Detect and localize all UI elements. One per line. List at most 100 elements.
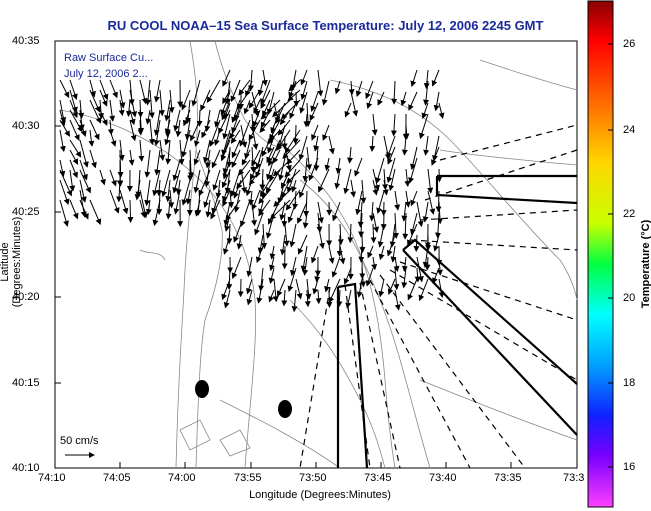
current-vector [240,168,248,194]
current-vector [59,199,69,227]
xtick-label: 74:10 [38,472,66,484]
current-vector [290,69,297,91]
current-vector [137,119,144,136]
current-vector [343,267,352,285]
ytick-label: 40:20 [12,291,40,303]
current-vector [328,245,335,264]
xtick-label: 73:55 [234,472,262,484]
current-vector [416,201,424,228]
colorbar-tick-label: 26 [623,38,636,50]
colorbar-tick-label: 16 [623,461,636,473]
current-vector [99,79,109,101]
current-vector [222,113,231,140]
current-vector [89,79,96,98]
current-vector [69,99,78,119]
current-vector [431,69,440,87]
current-vector [295,278,303,300]
current-vector [300,80,308,101]
current-vector [255,146,264,170]
current-vector [251,91,260,118]
current-vector [258,267,265,292]
current-vector [152,169,161,197]
current-vector [228,190,235,209]
current-vector [69,119,80,141]
current-vector [240,124,248,148]
current-vector [98,99,105,120]
current-vector [279,201,286,221]
current-vector [230,79,241,103]
current-vector [260,89,271,109]
current-vector [427,168,434,194]
current-vector [404,190,411,208]
current-vector [394,190,401,211]
current-vector [204,149,211,169]
current-vector [314,267,321,283]
current-vector [438,102,445,119]
current-vector [360,267,367,288]
xtick-label: 73:35 [494,472,522,484]
current-vector [317,201,324,224]
current-vector [224,168,231,194]
current-vector [278,157,286,181]
current-vector [164,129,171,146]
current-vector [109,189,120,214]
current-vector [79,179,87,203]
current-vector [371,113,378,136]
ytick-label: 40:30 [12,120,40,132]
current-vector [269,199,291,220]
current-vector [153,79,161,103]
current-vector [178,139,185,166]
current-vector [386,157,396,184]
current-vector [259,119,271,133]
xtick-label: 73:50 [299,472,327,484]
current-vector [209,119,221,148]
current-vector [69,79,78,100]
current-vector [387,146,396,165]
current-vector [248,190,255,206]
current-vector [331,256,341,278]
tick-marks [54,40,578,469]
current-vector [423,69,430,90]
current-vector [119,189,129,215]
current-vector [317,223,325,250]
current-vector [118,99,125,117]
current-vector [206,79,221,103]
current-vector [148,119,155,146]
current-vector [59,109,66,127]
current-vector [89,119,100,141]
current-vector [438,278,445,298]
current-vector [79,159,88,181]
current-vector [69,159,78,179]
current-vector [211,189,221,215]
current-vector [377,91,385,106]
current-vector [144,179,151,207]
current-vector [145,199,152,216]
current-vector [355,80,363,98]
current-vector [407,278,418,301]
current-vector [424,256,431,271]
current-vector [334,168,341,190]
current-vector [109,129,117,147]
y-axis-label: Latitude (Degrees:Minutes) [0,216,23,308]
current-vector [356,278,363,298]
current-vector [251,201,258,227]
current-vector [138,139,145,162]
current-vector [402,212,409,240]
current-vector [222,234,231,255]
current-vector [347,223,354,244]
current-vector [400,91,407,107]
current-vector [427,190,436,215]
current-vector [127,199,134,223]
current-vector [404,168,411,187]
current-vector [407,223,418,247]
current-vector [59,159,66,178]
current-vector [193,169,201,194]
current-vector [184,119,191,141]
current-vector [372,179,379,196]
current-vector [214,109,221,128]
current-vector [357,201,364,228]
current-vector [241,149,251,166]
current-vector [286,149,301,165]
current-vector [288,80,297,99]
current-vector [261,223,268,250]
